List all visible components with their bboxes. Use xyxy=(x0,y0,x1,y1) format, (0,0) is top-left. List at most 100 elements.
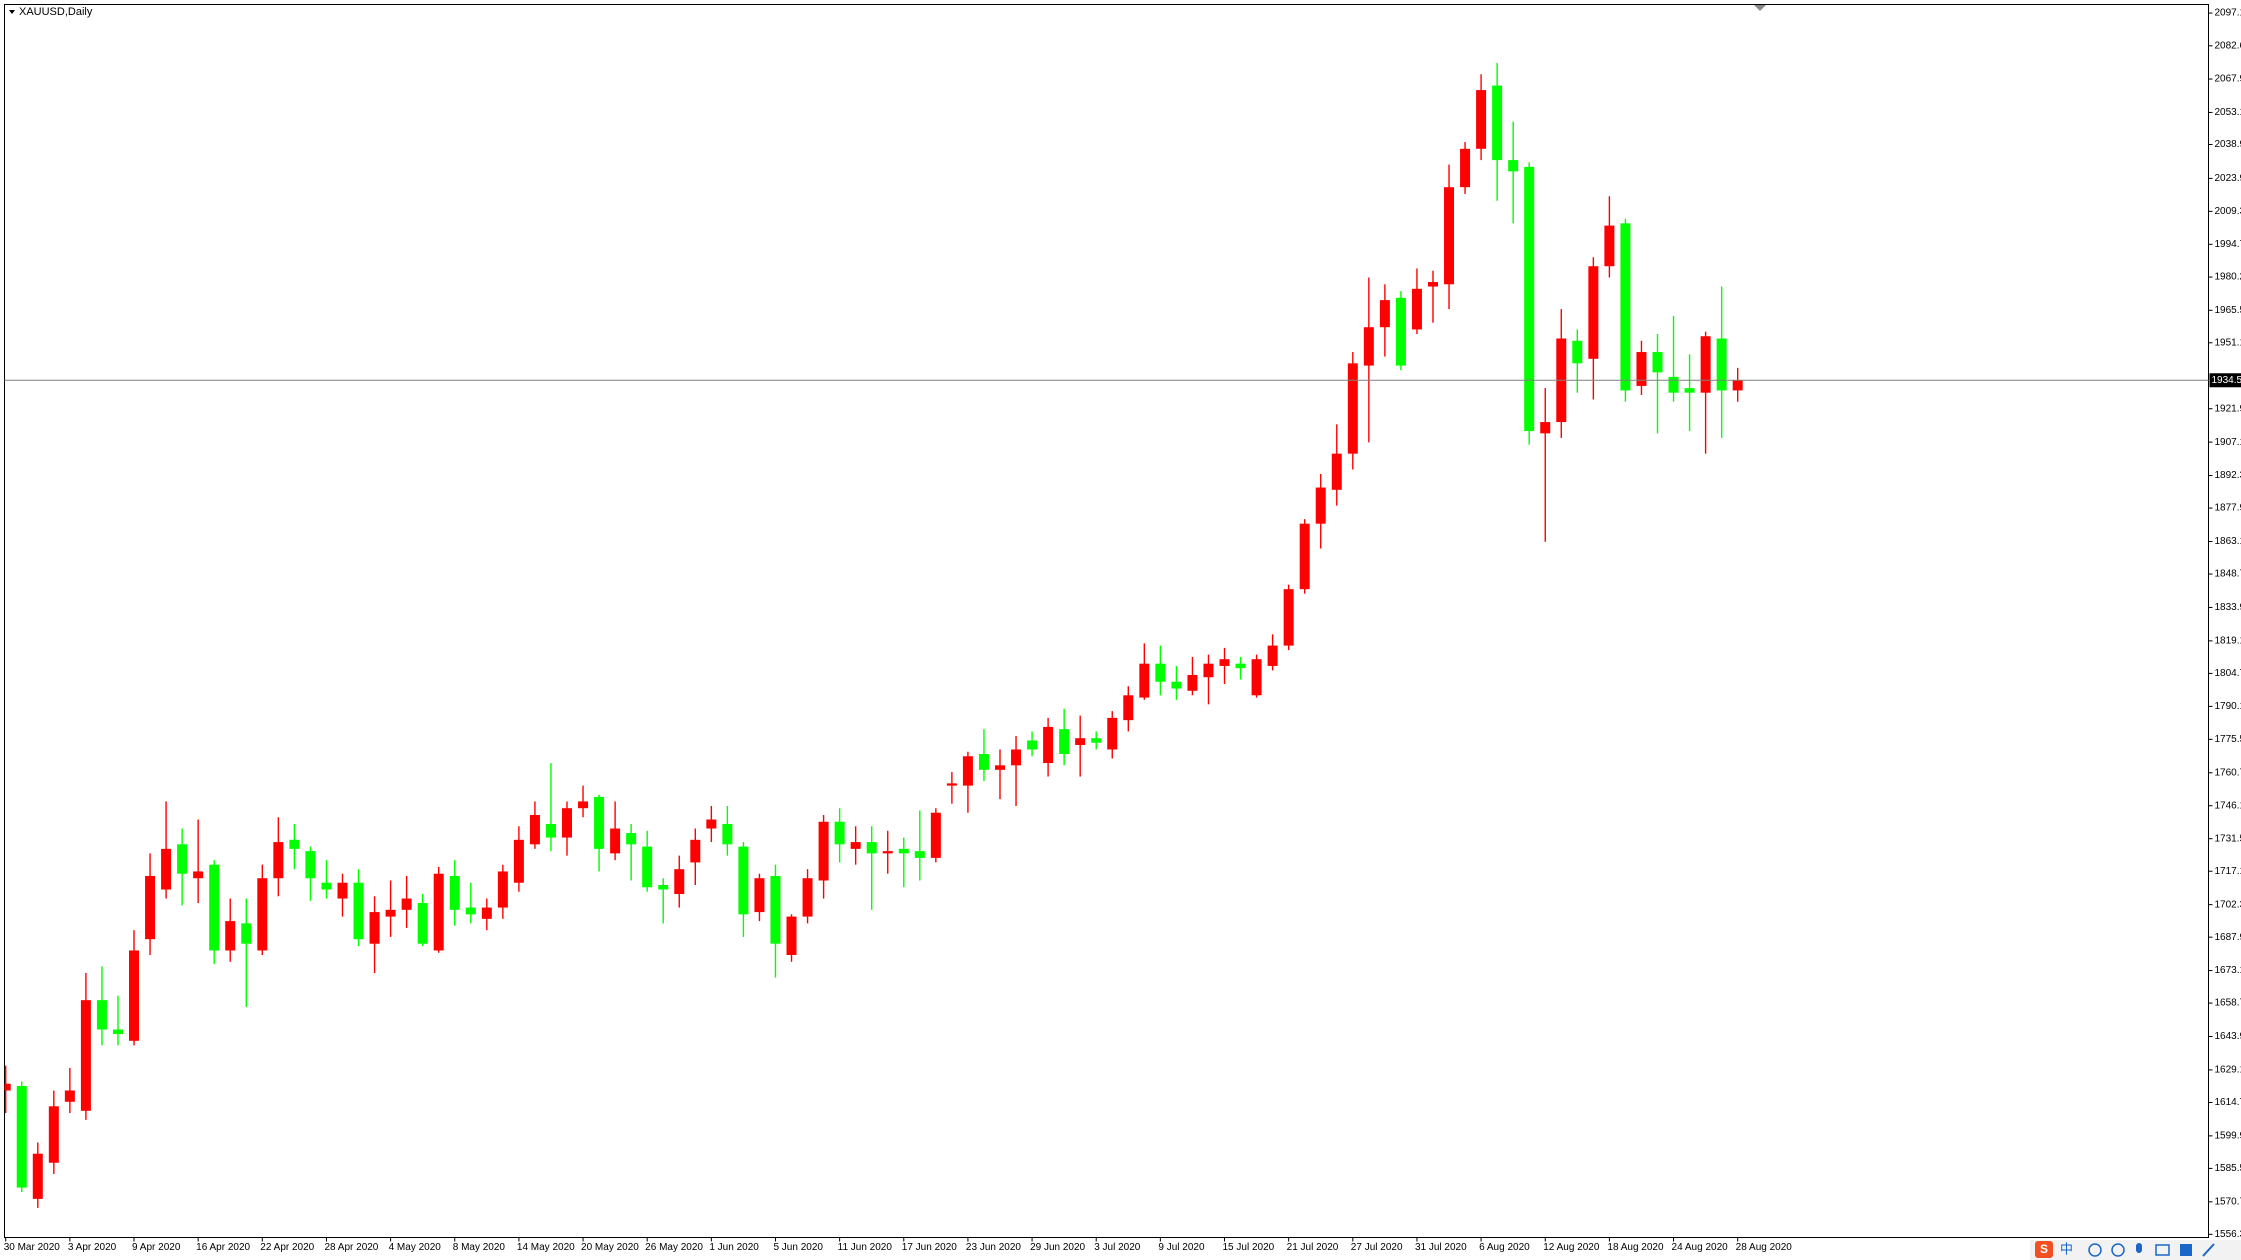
candle-body xyxy=(962,756,973,786)
candle-body xyxy=(1476,90,1487,149)
candle-body xyxy=(914,851,925,858)
candle-body xyxy=(1011,749,1022,766)
y-tick-label: 1556.3 xyxy=(2215,1229,2241,1240)
candle-body xyxy=(112,1029,123,1035)
ime-icon[interactable] xyxy=(2180,1244,2192,1256)
x-tick-label: 21 Jul 2020 xyxy=(1287,1242,1339,1253)
candle-body xyxy=(754,878,765,913)
candle-body xyxy=(882,851,893,854)
candle-body xyxy=(834,821,845,845)
candle-body xyxy=(321,882,332,890)
ime-icon[interactable] xyxy=(2136,1243,2142,1253)
y-tick-label: 2097.1 xyxy=(2215,8,2241,19)
candle-body xyxy=(80,1000,91,1111)
candle-body xyxy=(1508,160,1519,172)
candle-body xyxy=(48,1106,59,1163)
x-tick-label: 17 Jun 2020 xyxy=(902,1242,957,1253)
shift-marker[interactable] xyxy=(1754,5,1766,11)
candle-body xyxy=(1524,166,1535,432)
candle-body xyxy=(1444,187,1455,285)
candle-body xyxy=(1123,695,1134,721)
y-tick-label: 2009.3 xyxy=(2215,206,2241,217)
x-tick-label: 3 Apr 2020 xyxy=(68,1242,117,1253)
x-tick-label: 30 Mar 2020 xyxy=(4,1242,61,1253)
candle-body xyxy=(1331,453,1342,490)
y-tick-label: 1819.1 xyxy=(2215,636,2241,647)
y-tick-label: 1702.3 xyxy=(2215,899,2241,910)
candle-body xyxy=(449,875,460,910)
x-tick-label: 31 Jul 2020 xyxy=(1415,1242,1467,1253)
menu-arrow[interactable] xyxy=(9,10,15,14)
candle-body xyxy=(1299,523,1310,590)
y-tick-label: 1833.9 xyxy=(2215,602,2241,613)
candle-body xyxy=(545,824,556,838)
x-tick-label: 24 Aug 2020 xyxy=(1672,1242,1729,1253)
ime-logo[interactable] xyxy=(2035,1241,2053,1258)
candle-body xyxy=(850,842,861,849)
x-tick-label: 28 Aug 2020 xyxy=(1736,1242,1793,1253)
candle-body xyxy=(465,907,476,915)
candle-body xyxy=(145,875,156,940)
candle-body xyxy=(1107,717,1118,750)
y-tick-label: 1643.9 xyxy=(2215,1031,2241,1042)
candle-body xyxy=(578,801,589,809)
candle-body xyxy=(1155,663,1166,682)
candle-body xyxy=(1203,663,1214,678)
ime-icon[interactable] xyxy=(2088,1243,2102,1257)
candle-body xyxy=(32,1153,43,1199)
candle-body xyxy=(786,916,797,955)
y-tick-label: 1673.1 xyxy=(2215,965,2241,976)
y-tick-label: 1614.7 xyxy=(2215,1097,2241,1108)
x-tick-label: 29 Jun 2020 xyxy=(1030,1242,1085,1253)
candle-body xyxy=(1684,388,1695,393)
candle-body xyxy=(1075,738,1086,745)
ime-icon[interactable] xyxy=(2202,1243,2215,1257)
ime-icon[interactable] xyxy=(2111,1243,2125,1257)
candle-body xyxy=(417,903,428,944)
candle-body xyxy=(1043,726,1054,764)
plot-border xyxy=(4,4,2209,1238)
candle-body xyxy=(1315,487,1326,524)
y-tick-label: 2023.9 xyxy=(2215,173,2241,184)
candle-body xyxy=(433,873,444,951)
candle-body xyxy=(481,907,492,919)
candle-body xyxy=(1171,681,1182,689)
x-tick-label: 9 Jul 2020 xyxy=(1158,1242,1205,1253)
x-tick-label: 18 Aug 2020 xyxy=(1607,1242,1664,1253)
y-tick-label: 1629.1 xyxy=(2215,1065,2241,1076)
candle-body xyxy=(562,808,573,838)
candle-body xyxy=(626,833,637,845)
ime-mode[interactable]: 中 xyxy=(2060,1241,2073,1256)
candle-body xyxy=(1219,659,1230,666)
candle-body xyxy=(1716,338,1727,391)
candle-body xyxy=(818,821,829,881)
candle-body xyxy=(177,844,188,874)
x-tick-label: 9 Apr 2020 xyxy=(132,1242,181,1253)
y-tick-label: 1760.7 xyxy=(2215,767,2241,778)
candle-body xyxy=(1700,336,1711,393)
candle-body xyxy=(1347,363,1358,454)
candle-body xyxy=(64,1090,75,1102)
candle-body xyxy=(1652,352,1663,373)
candle-body xyxy=(1395,297,1406,366)
x-tick-label: 16 Apr 2020 xyxy=(196,1242,250,1253)
candle-body xyxy=(1267,645,1278,666)
x-tick-label: 12 Aug 2020 xyxy=(1543,1242,1600,1253)
candle-body xyxy=(161,848,172,890)
ime-icon[interactable] xyxy=(2155,1244,2170,1256)
candle-body xyxy=(898,848,909,854)
candle-body xyxy=(193,871,204,879)
candle-body xyxy=(1572,340,1583,364)
candle-body xyxy=(978,754,989,770)
candle-body xyxy=(241,923,252,944)
candle-body xyxy=(658,884,669,890)
x-tick-label: 11 Jun 2020 xyxy=(838,1242,893,1253)
candle-body xyxy=(4,1083,11,1091)
candle-body xyxy=(96,1000,107,1030)
x-tick-label: 14 May 2020 xyxy=(517,1242,575,1253)
candle-body xyxy=(1139,663,1150,698)
y-tick-label: 1980.2 xyxy=(2215,272,2241,283)
ime-logo-letter: S xyxy=(2040,1242,2048,1256)
candle-body xyxy=(1379,300,1390,328)
candle-body xyxy=(1636,352,1647,386)
